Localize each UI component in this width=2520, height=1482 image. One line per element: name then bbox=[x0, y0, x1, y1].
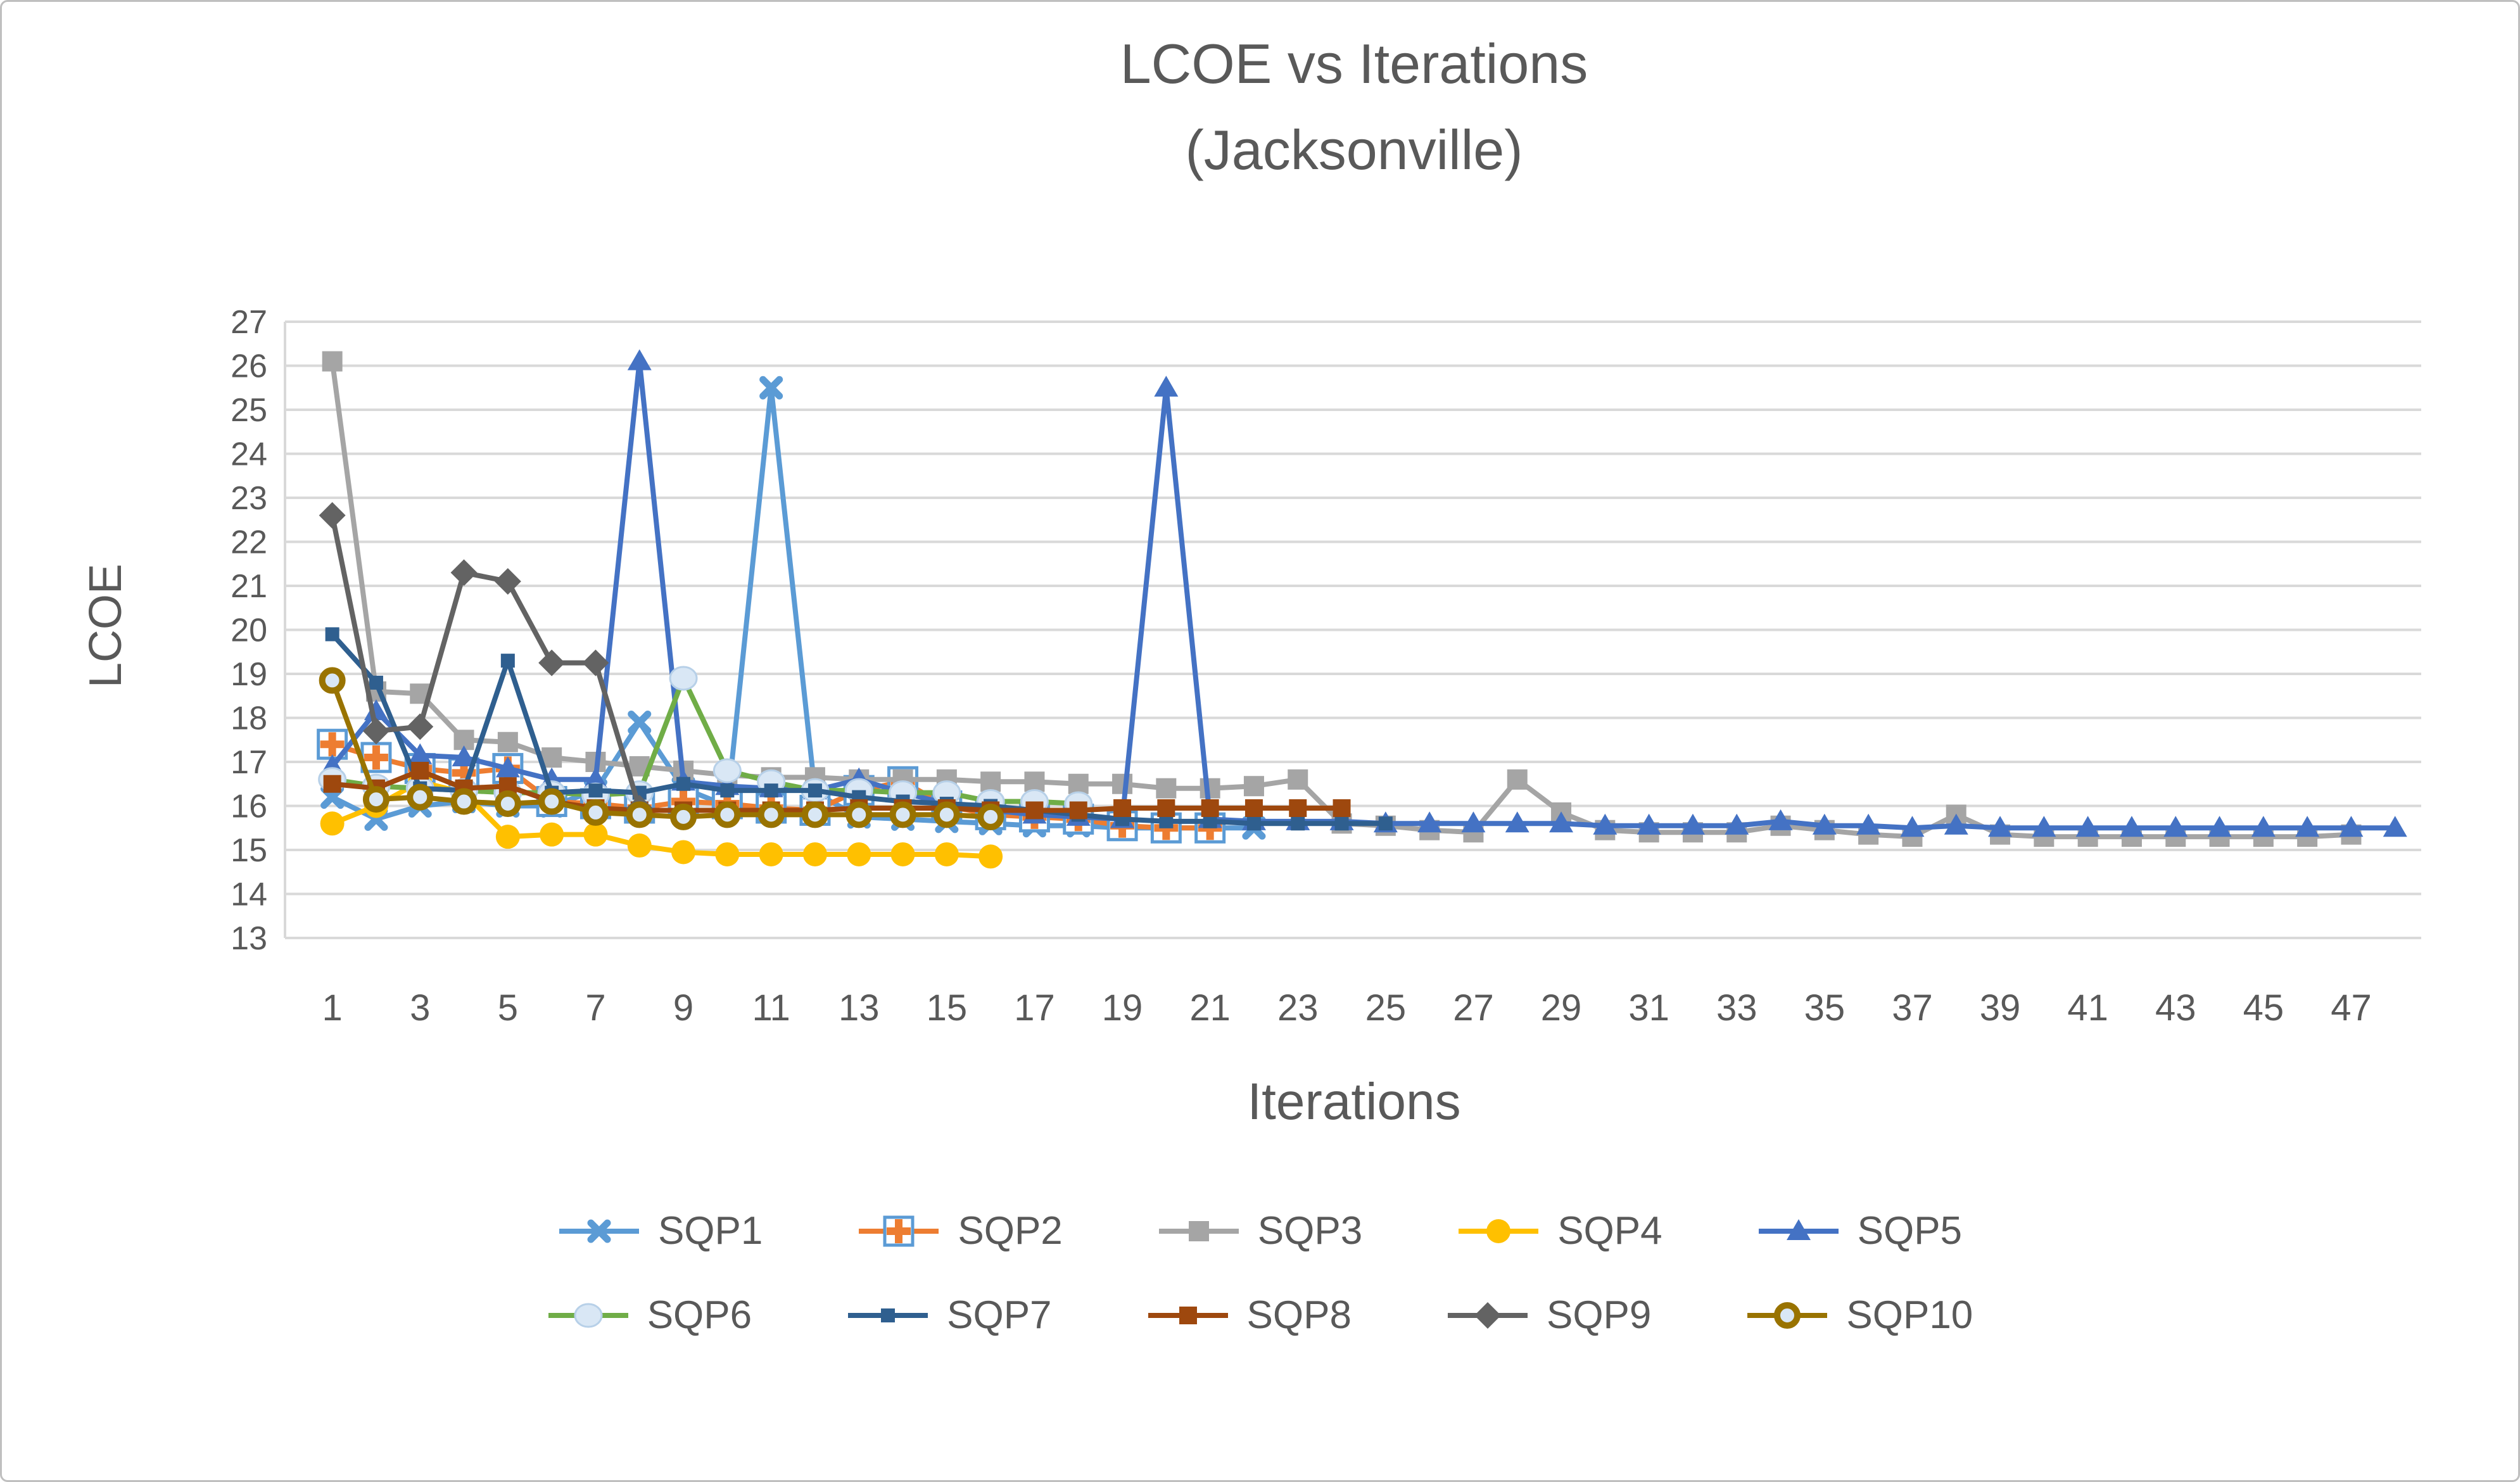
x-tick-label: 7 bbox=[585, 987, 605, 1029]
y-tick-label: 19 bbox=[231, 656, 267, 693]
x-tick-label: 5 bbox=[498, 987, 518, 1029]
legend-row-1: SQP1 SQP2 SQP3 SQP4 SQP5 bbox=[558, 1208, 1962, 1253]
y-tick-label: 20 bbox=[231, 612, 267, 649]
legend-item-sqp5: SQP5 bbox=[1757, 1208, 1962, 1253]
x-tick-label: 27 bbox=[1453, 987, 1494, 1029]
x-tick-label: 31 bbox=[1628, 987, 1669, 1029]
chart-title: LCOE vs Iterations (Jacksonville) bbox=[287, 21, 2421, 194]
x-tick-label: 3 bbox=[410, 987, 430, 1029]
x-tick-label: 19 bbox=[1102, 987, 1143, 1029]
x-tick-label: 29 bbox=[1541, 987, 1582, 1029]
x-tick-label: 43 bbox=[2155, 987, 2196, 1029]
y-tick-label: 18 bbox=[231, 700, 267, 737]
legend-label-sqp8: SQP8 bbox=[1246, 1293, 1352, 1337]
legend-item-sqp8: SQP8 bbox=[1147, 1293, 1352, 1338]
chart-title-line2: (Jacksonville) bbox=[1185, 118, 1523, 182]
y-tick-label: 14 bbox=[231, 877, 267, 913]
x-tick-label: 33 bbox=[1716, 987, 1757, 1029]
y-tick-label: 24 bbox=[231, 436, 267, 473]
legend-label-sqp9: SQP9 bbox=[1546, 1293, 1652, 1337]
legend: SQP1 SQP2 SQP3 SQP4 SQP5 SQP6 SQP7 SQP8 SQP9 SQP1… bbox=[2, 1208, 2518, 1338]
series-sqp10 bbox=[319, 667, 1004, 830]
x-tick-label: 25 bbox=[1365, 987, 1407, 1029]
y-tick-label: 22 bbox=[231, 524, 267, 561]
y-tick-label: 25 bbox=[231, 392, 267, 429]
sqp10-marker-icon bbox=[1747, 1302, 1828, 1329]
legend-label-sqp6: SQP6 bbox=[647, 1293, 752, 1337]
y-tick-label: 16 bbox=[231, 788, 267, 825]
y-tick-label: 27 bbox=[231, 304, 267, 341]
legend-item-sqp4: SQP4 bbox=[1457, 1208, 1662, 1253]
x-tick-label: 15 bbox=[927, 987, 968, 1029]
x-tick-label: 47 bbox=[2331, 987, 2372, 1029]
gridlines bbox=[284, 320, 2421, 939]
sqp7-marker-icon bbox=[848, 1308, 928, 1322]
y-tick-label: 26 bbox=[231, 348, 267, 385]
x-tick-label: 1 bbox=[322, 987, 343, 1029]
legend-item-sqp7: SQP7 bbox=[847, 1293, 1052, 1338]
legend-label-sqp3: SQP3 bbox=[1257, 1209, 1363, 1253]
legend-item-sqp10: SQP10 bbox=[1746, 1293, 1973, 1338]
x-tick-label: 11 bbox=[752, 987, 790, 1029]
sqp1-marker-icon bbox=[559, 1219, 639, 1243]
x-tick-label: 17 bbox=[1014, 987, 1055, 1029]
y-tick-label: 13 bbox=[231, 920, 267, 957]
legend-item-sqp2: SQP2 bbox=[858, 1208, 1063, 1253]
sqp8-marker-icon bbox=[1148, 1306, 1228, 1324]
legend-item-sqp3: SQP3 bbox=[1158, 1208, 1362, 1253]
x-axis-title: Iterations bbox=[1247, 1073, 1461, 1130]
x-tick-label: 13 bbox=[839, 987, 880, 1029]
y-axis-ticks: 13 14 15 16 17 18 19 20 21 22 23 24 25 26 27 bbox=[231, 304, 267, 957]
sqp6-marker-icon bbox=[548, 1303, 628, 1327]
x-tick-label: 9 bbox=[673, 987, 693, 1029]
x-tick-label: 37 bbox=[1892, 987, 1933, 1029]
y-tick-label: 15 bbox=[231, 832, 267, 869]
series-sqp6 bbox=[318, 666, 1093, 816]
legend-label-sqp4: SQP4 bbox=[1557, 1209, 1662, 1253]
sqp4-marker-icon bbox=[1459, 1219, 1539, 1243]
sqp3-marker-icon bbox=[1158, 1220, 1239, 1241]
legend-label-sqp5: SQP5 bbox=[1857, 1209, 1963, 1253]
y-tick-label: 23 bbox=[231, 480, 267, 517]
legend-item-sqp9: SQP9 bbox=[1447, 1293, 1651, 1338]
x-tick-label: 23 bbox=[1277, 987, 1319, 1029]
chart-title-line1: LCOE vs Iterations bbox=[1120, 32, 1588, 95]
legend-item-sqp1: SQP1 bbox=[558, 1208, 763, 1253]
y-tick-label: 21 bbox=[231, 568, 267, 605]
legend-label-sqp1: SQP1 bbox=[657, 1209, 763, 1253]
x-tick-label: 35 bbox=[1804, 987, 1846, 1029]
x-tick-label: 45 bbox=[2243, 987, 2284, 1029]
legend-row-2: SQP6 SQP7 SQP8 SQP9 SQP10 bbox=[547, 1293, 1973, 1338]
sqp9-marker-icon bbox=[1447, 1302, 1528, 1329]
sqp5-marker-icon bbox=[1758, 1219, 1839, 1240]
legend-label-sqp2: SQP2 bbox=[958, 1209, 1063, 1253]
x-tick-label: 39 bbox=[1980, 987, 2021, 1029]
x-tick-label: 21 bbox=[1189, 987, 1231, 1029]
sqp2-marker-icon bbox=[859, 1215, 939, 1246]
x-tick-label: 41 bbox=[2067, 987, 2108, 1029]
legend-label-sqp10: SQP10 bbox=[1846, 1293, 1973, 1337]
y-tick-label: 17 bbox=[231, 744, 267, 781]
legend-label-sqp7: SQP7 bbox=[947, 1293, 1052, 1337]
legend-item-sqp6: SQP6 bbox=[547, 1293, 752, 1338]
x-axis-ticks: 1 3 5 7 9 11 13 15 17 19 21 23 25 27 29 31 33 35 37 39 41 43 4… bbox=[322, 987, 2372, 1029]
